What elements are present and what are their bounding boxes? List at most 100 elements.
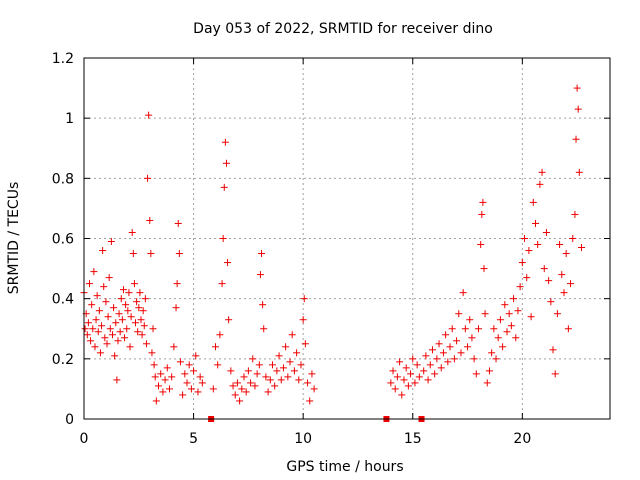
data-point: [132, 319, 140, 327]
data-point: [198, 379, 206, 387]
data-point: [306, 397, 314, 405]
data-point: [91, 343, 99, 351]
data-point: [494, 334, 502, 342]
data-point: [529, 198, 537, 206]
data-point: [118, 316, 126, 324]
data-point: [572, 135, 580, 143]
data-point: [264, 388, 272, 396]
data-point: [393, 373, 401, 381]
data-point: [551, 370, 559, 378]
data-point: [111, 352, 119, 360]
data-point: [437, 364, 445, 372]
data-point: [110, 304, 118, 312]
data-point: [155, 382, 163, 390]
data-point: [446, 343, 454, 351]
data-point: [123, 325, 131, 333]
data-point: [439, 349, 447, 357]
tick-layer: 0 0.2 0.4 0.6 0.8 1 1.2 0 5 10 15 20: [52, 51, 610, 447]
data-point: [389, 367, 397, 375]
data-point: [83, 331, 91, 339]
data-point: [142, 340, 150, 348]
x-tick-label: 10: [294, 431, 312, 447]
data-point: [273, 367, 281, 375]
data-point: [117, 295, 125, 303]
grid-layer: [84, 58, 610, 419]
data-point: [150, 361, 158, 369]
data-point: [95, 307, 103, 315]
data-point: [521, 235, 529, 242]
data-point: [99, 247, 107, 255]
data-point: [295, 376, 303, 384]
data-point: [151, 373, 159, 381]
data-point: [310, 385, 318, 393]
data-point: [455, 310, 463, 318]
data-point: [391, 385, 399, 393]
data-point: [140, 322, 148, 330]
x-axis-label: GPS time / hours: [286, 459, 403, 475]
data-point: [219, 235, 227, 242]
data-point: [290, 367, 298, 375]
data-point: [540, 265, 548, 273]
data-point: [240, 373, 248, 381]
data-point: [96, 349, 104, 357]
data-point: [130, 280, 138, 288]
data-point: [227, 367, 235, 375]
data-point: [300, 295, 308, 303]
data-point: [569, 235, 577, 242]
data-point: [220, 183, 228, 191]
y-tick-label: 0.4: [52, 292, 74, 308]
data-point: [168, 373, 176, 381]
data-point: [98, 322, 106, 330]
data-point: [564, 325, 572, 333]
data-point: [249, 355, 257, 363]
data-point: [284, 373, 292, 381]
data-point: [85, 280, 93, 288]
data-point: [216, 331, 224, 339]
data-point: [431, 370, 439, 378]
data-point: [88, 301, 96, 309]
data-point: [244, 367, 252, 375]
data-point: [135, 304, 143, 312]
data-point: [125, 289, 133, 297]
data-point: [231, 391, 239, 399]
data-point: [122, 301, 130, 309]
x-tick-label: 5: [189, 431, 198, 447]
data-point: [224, 259, 232, 267]
data-point: [275, 352, 283, 360]
data-point: [277, 376, 285, 384]
data-point: [242, 388, 250, 396]
data-point: [141, 295, 149, 303]
data-point: [481, 310, 489, 318]
data-point: [87, 337, 95, 345]
data-point: [256, 271, 264, 279]
data-point: [212, 343, 219, 351]
data-point: [209, 385, 217, 393]
data-point: [90, 268, 98, 276]
data-point: [297, 361, 305, 369]
data-point: [574, 105, 582, 113]
data-point: [501, 301, 509, 309]
data-point: [420, 367, 428, 375]
data-point: [433, 355, 441, 363]
data-point: [483, 379, 491, 387]
data-point: [293, 349, 301, 357]
data-point: [477, 241, 485, 249]
data-point: [176, 358, 184, 366]
data-point: [262, 373, 270, 381]
data-point: [103, 340, 111, 348]
data-point: [175, 250, 183, 258]
data-point: [556, 241, 564, 249]
data-point: [115, 310, 123, 318]
plot-frame: [83, 57, 611, 420]
data-point: [81, 325, 89, 333]
x-tick-label: 0: [80, 431, 89, 447]
data-point: [466, 316, 474, 324]
data-point: [490, 325, 498, 333]
data-point: [173, 280, 181, 288]
data-point: [422, 352, 430, 360]
data-point: [282, 343, 290, 351]
data-point: [233, 379, 241, 387]
data-point: [547, 298, 555, 306]
data-point: [549, 346, 557, 354]
